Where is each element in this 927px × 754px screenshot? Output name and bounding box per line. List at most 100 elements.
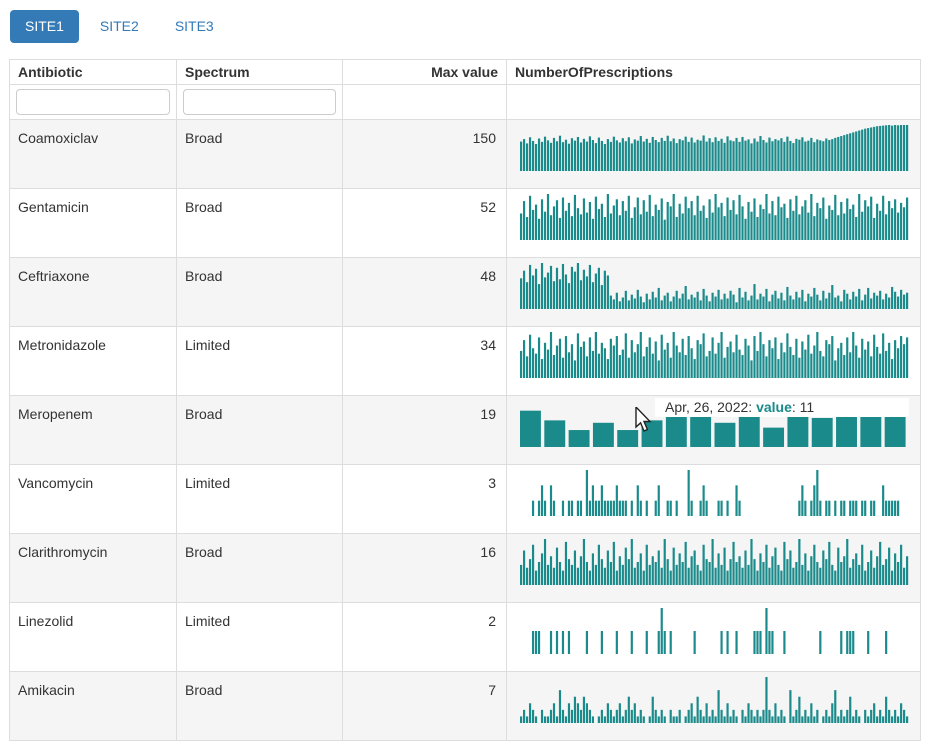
sparkline-bar[interactable]: [882, 196, 885, 241]
sparkline-bar[interactable]: [555, 268, 559, 310]
sparkline-bar[interactable]: [741, 137, 744, 172]
sparkline-bar[interactable]: [540, 710, 544, 724]
sparkline-bar[interactable]: [840, 136, 843, 172]
sparkline-bar[interactable]: [666, 293, 669, 310]
sparkline-bar[interactable]: [840, 301, 843, 310]
sparkline-bar[interactable]: [585, 631, 589, 655]
sparkline-bar[interactable]: [669, 571, 672, 586]
sparkline-bar[interactable]: [894, 199, 897, 241]
sparkline-bar[interactable]: [531, 210, 535, 241]
sparkline-bar[interactable]: [606, 275, 609, 310]
sparkline-bar[interactable]: [564, 211, 568, 241]
sparkline-bar[interactable]: [846, 337, 849, 379]
sparkline-bar[interactable]: [762, 296, 765, 310]
sparkline-bar[interactable]: [642, 716, 645, 724]
sparkline-bar[interactable]: [891, 716, 894, 724]
sparkline-bar[interactable]: [810, 556, 813, 586]
sparkline-bar[interactable]: [699, 501, 702, 517]
sparkline-bar[interactable]: [633, 352, 636, 379]
sparkline-bar[interactable]: [555, 548, 559, 586]
sparkline-bar[interactable]: [561, 142, 565, 172]
sparkline-bar[interactable]: [675, 143, 678, 172]
sparkline-bar[interactable]: [777, 140, 780, 172]
sparkline-bar[interactable]: [702, 205, 705, 241]
sparkline-bar[interactable]: [816, 470, 819, 517]
sparkline-bar[interactable]: [900, 290, 903, 310]
sparkline-bar[interactable]: [873, 127, 876, 172]
sparkline-bar[interactable]: [765, 545, 768, 586]
sparkline-bar-chart[interactable]: [520, 263, 909, 310]
sparkline-bar[interactable]: [822, 197, 825, 241]
sparkline-bar[interactable]: [690, 703, 693, 724]
sparkline-bar[interactable]: [735, 562, 738, 586]
sparkline-bar[interactable]: [711, 142, 714, 172]
sparkline-bar[interactable]: [882, 126, 885, 172]
sparkline-bar[interactable]: [768, 710, 771, 724]
sparkline-bar[interactable]: [597, 209, 600, 241]
sparkline-bar[interactable]: [603, 348, 606, 379]
sparkline-bar[interactable]: [520, 213, 523, 241]
sparkline-bar[interactable]: [696, 292, 699, 310]
sparkline-bar[interactable]: [906, 556, 909, 586]
sparkline-bar[interactable]: [624, 291, 627, 310]
sparkline-bar[interactable]: [615, 631, 618, 655]
sparkline-bar[interactable]: [702, 333, 705, 379]
sparkline-bar[interactable]: [588, 136, 591, 172]
sparkline-bar[interactable]: [756, 351, 759, 379]
sparkline-bar[interactable]: [849, 568, 852, 586]
sparkline-bar[interactable]: [846, 134, 849, 172]
sparkline-bar[interactable]: [600, 204, 603, 241]
sparkline-bar[interactable]: [723, 548, 726, 586]
sparkline-bar[interactable]: [681, 294, 684, 310]
sparkline-bar[interactable]: [546, 272, 550, 310]
sparkline-bar[interactable]: [891, 126, 894, 172]
sparkline-bar[interactable]: [876, 204, 879, 241]
sparkline-bar[interactable]: [825, 710, 828, 724]
sparkline-bar[interactable]: [744, 339, 747, 379]
sparkline-bar[interactable]: [651, 354, 654, 379]
sparkline-bar[interactable]: [645, 212, 648, 241]
sparkline-bar[interactable]: [534, 269, 538, 310]
sparkline-bar[interactable]: [789, 295, 792, 310]
sparkline-bar[interactable]: [735, 138, 738, 172]
sparkline-bar[interactable]: [639, 710, 642, 724]
sparkline-bar[interactable]: [570, 710, 574, 724]
sparkline-bar[interactable]: [594, 332, 597, 379]
sparkline-bar[interactable]: [888, 548, 891, 586]
sparkline-bar[interactable]: [735, 485, 738, 517]
sparkline-bar[interactable]: [657, 142, 660, 172]
sparkline-bar[interactable]: [636, 290, 639, 310]
sparkline-bar[interactable]: [843, 355, 846, 379]
sparkline-bar[interactable]: [798, 140, 801, 172]
sparkline-bar[interactable]: [675, 716, 678, 724]
sparkline-bar[interactable]: [822, 356, 825, 379]
sparkline-bar[interactable]: [753, 716, 756, 724]
sparkline-bar[interactable]: [537, 501, 541, 517]
sparkline-bar[interactable]: [528, 196, 532, 241]
sparkline-bar[interactable]: [891, 571, 894, 586]
sparkline-bar[interactable]: [795, 562, 798, 586]
sparkline-bar[interactable]: [522, 139, 526, 172]
sparkline-bar[interactable]: [870, 501, 873, 517]
sparkline-bar[interactable]: [717, 501, 720, 517]
sparkline-bar[interactable]: [804, 501, 807, 517]
sparkline-bar[interactable]: [861, 545, 864, 586]
sparkline-bar[interactable]: [591, 716, 594, 724]
sparkline-bar[interactable]: [744, 219, 747, 241]
sparkline-bar[interactable]: [612, 716, 615, 724]
sparkline-bar[interactable]: [657, 288, 660, 310]
sparkline-bar[interactable]: [732, 352, 735, 379]
sparkline-bar[interactable]: [669, 358, 672, 379]
sparkline-bar[interactable]: [822, 141, 825, 172]
sparkline-bar[interactable]: [520, 351, 523, 379]
sparkline-bar[interactable]: [882, 333, 885, 379]
sparkline-bar[interactable]: [903, 207, 906, 241]
sparkline-bar-chart[interactable]: [520, 539, 909, 586]
sparkline-bar[interactable]: [546, 140, 550, 172]
sparkline-bar[interactable]: [855, 553, 858, 586]
sparkline-bar[interactable]: [903, 568, 906, 586]
sparkline-bar[interactable]: [597, 354, 600, 379]
sparkline-bar[interactable]: [657, 631, 660, 655]
sparkline-bar[interactable]: [858, 565, 861, 586]
sparkline-bar[interactable]: [570, 138, 574, 172]
